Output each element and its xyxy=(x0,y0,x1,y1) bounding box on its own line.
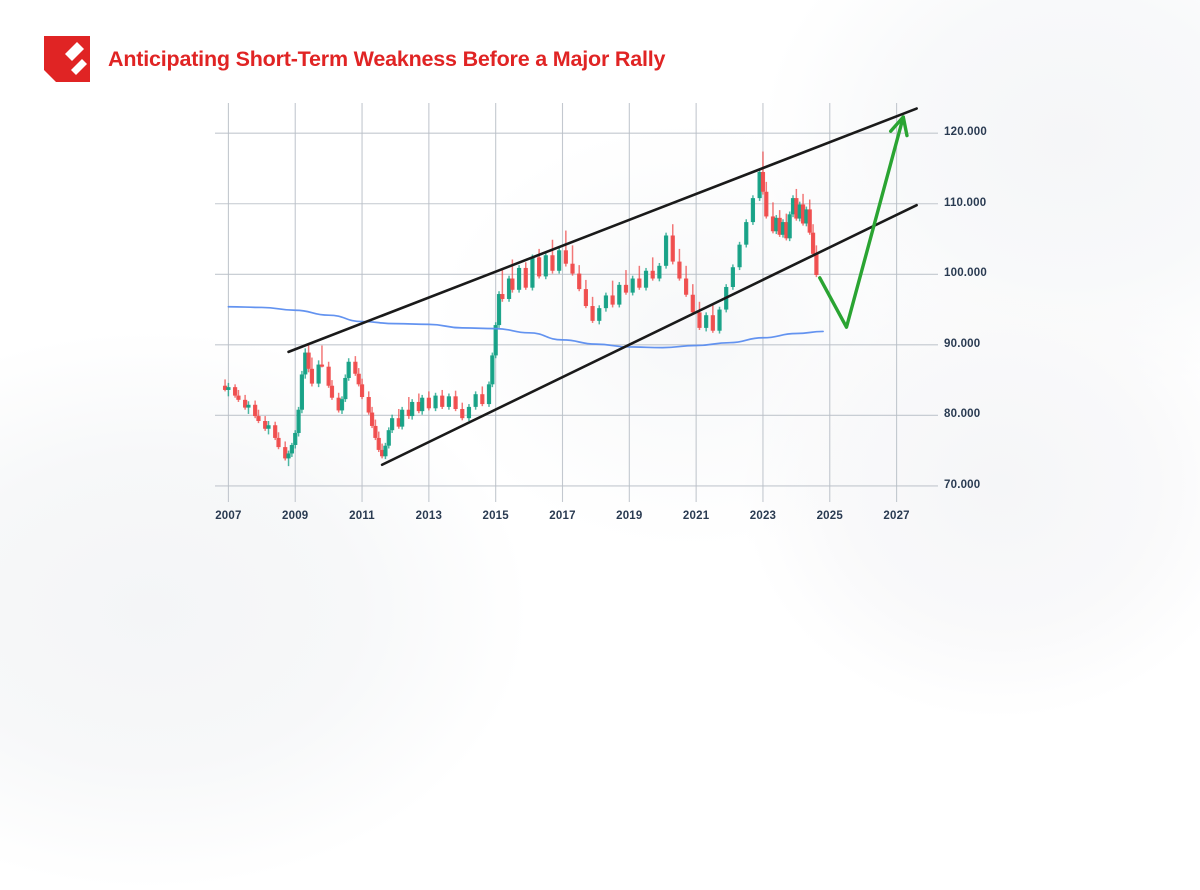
stock-candlestick-chart xyxy=(215,103,938,502)
x-axis-tick-label: 2011 xyxy=(349,510,375,522)
chart-container: 70.000 80.000 90.000 100.000 110.000 120.000 … xyxy=(215,103,987,522)
y-axis-tick-label: 90.000 xyxy=(944,337,981,350)
x-axis-tick-label: 2025 xyxy=(816,510,843,522)
x-axis-tick-label: 2009 xyxy=(282,510,309,522)
y-axis-tick-label: 100.000 xyxy=(944,267,987,280)
x-axis-tick-label: 2007 xyxy=(215,510,242,522)
x-axis-tick-label: 2013 xyxy=(415,510,443,522)
x-axis-tick-label: 2021 xyxy=(682,510,710,522)
x-axis-tick-label: 2019 xyxy=(616,510,643,522)
page-title: Anticipating Short-Term Weakness Before … xyxy=(108,46,666,71)
pen-square-logo-icon xyxy=(44,36,90,82)
x-axis-tick-label: 2017 xyxy=(549,510,576,522)
x-axis-tick-label: 2027 xyxy=(883,510,910,522)
y-axis-tick-label: 120.000 xyxy=(944,126,987,139)
y-axis-tick-label: 110.000 xyxy=(944,196,987,209)
header: Anticipating Short-Term Weakness Before … xyxy=(44,36,665,82)
y-axis-tick-label: 80.000 xyxy=(944,408,981,421)
x-axis-tick-label: 2015 xyxy=(482,510,509,522)
x-axis-tick-label: 2023 xyxy=(749,510,777,522)
y-axis-tick-label: 70.000 xyxy=(944,478,981,491)
